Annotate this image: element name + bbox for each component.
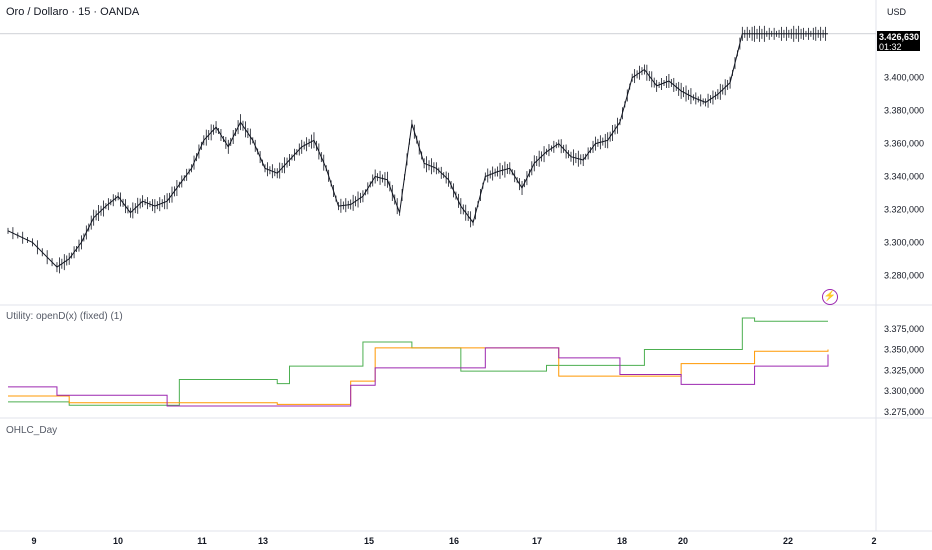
price-axis-tick: 3.300,000 [884, 237, 924, 247]
time-axis-tick: 10 [113, 536, 123, 546]
price-axis-tick: 3.380,000 [884, 106, 924, 116]
time-axis-tick: 18 [617, 536, 627, 546]
price-axis-tick: 3.280,000 [884, 270, 924, 280]
price-axis-tick: 3.400,000 [884, 73, 924, 83]
price-badge: 3.426,630 01:32 [877, 31, 920, 52]
indicator-axis-tick: 3.350,000 [884, 345, 924, 355]
time-axis-tick: 2 [871, 536, 876, 546]
orange-series-line [8, 347, 829, 405]
time-axis-tick: 9 [31, 536, 36, 546]
time-axis-tick: 15 [364, 536, 374, 546]
time-axis-tick: 17 [532, 536, 542, 546]
price-axis-tick: 3.320,000 [884, 204, 924, 214]
indicator-axis-tick: 3.375,000 [884, 324, 924, 334]
last-price: 3.426,630 [879, 32, 920, 42]
time-axis-tick: 20 [678, 536, 688, 546]
indicator-axis-tick: 3.300,000 [884, 386, 924, 396]
time-axis-tick: 22 [783, 536, 793, 546]
indicator-title[interactable]: Utility: openD(x) (fixed) (1) [6, 311, 123, 322]
price-axis-tick: 3.360,000 [884, 139, 924, 149]
time-axis-tick: 16 [449, 536, 459, 546]
price-axis-tick: 3.340,000 [884, 171, 924, 181]
lightning-icon[interactable]: ⚡ [822, 289, 838, 305]
purple-series-line [8, 347, 829, 407]
symbol-title[interactable]: Oro / Dollaro · 15 · OANDA [6, 6, 140, 18]
ohlc-day-title[interactable]: OHLC_Day [6, 425, 58, 436]
bar-countdown: 01:32 [879, 42, 902, 52]
time-axis-tick: 11 [197, 536, 207, 546]
indicator-axis-tick: 3.325,000 [884, 365, 924, 375]
time-axis-tick: 13 [258, 536, 268, 546]
price-series-line [7, 33, 828, 268]
currency-label[interactable]: USD [887, 7, 907, 17]
green-series-line [8, 317, 828, 406]
indicator-axis-tick: 3.275,000 [884, 407, 924, 417]
